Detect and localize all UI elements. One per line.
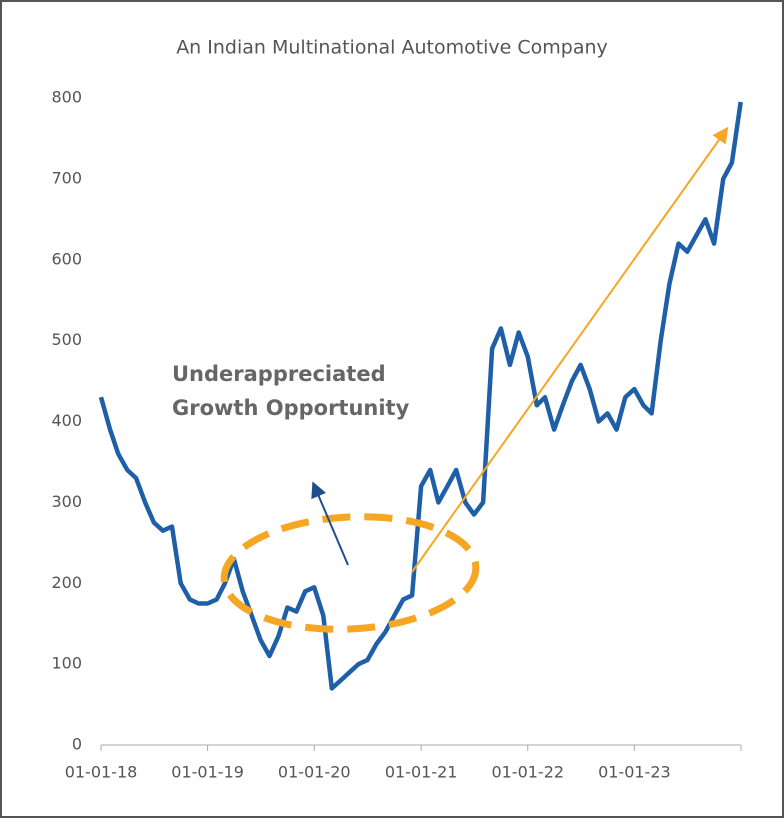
overlay <box>220 126 729 633</box>
y-tick-label: 300 <box>51 492 82 511</box>
x-tick-label: 01-01-20 <box>278 763 351 782</box>
annotation: Growth Opportunity <box>172 396 410 420</box>
x-tick-label: 01-01-22 <box>491 763 564 782</box>
y-tick-label: 500 <box>51 330 82 349</box>
chart-title: An Indian Multinational Automotive Compa… <box>176 37 608 59</box>
arrow <box>411 126 729 573</box>
annotation: Underappreciated <box>172 362 386 386</box>
x-tick-label: 01-01-19 <box>171 763 244 782</box>
y-tick-label: 400 <box>51 411 82 430</box>
y-tick-label: 0 <box>72 735 82 754</box>
x-tick-label: 01-01-18 <box>65 763 138 782</box>
y-tick-label: 700 <box>51 168 82 187</box>
y-tick-label: 800 <box>51 88 82 107</box>
line-series <box>98 101 743 691</box>
highlight-ellipse <box>220 513 480 633</box>
y-tick-label: 600 <box>51 249 82 268</box>
x-tick-label: 01-01-21 <box>385 763 458 782</box>
x-tick-label: 01-01-23 <box>598 763 671 782</box>
y-tick-label: 200 <box>51 573 82 592</box>
y-tick-label: 100 <box>51 654 82 673</box>
arrow <box>311 481 349 566</box>
